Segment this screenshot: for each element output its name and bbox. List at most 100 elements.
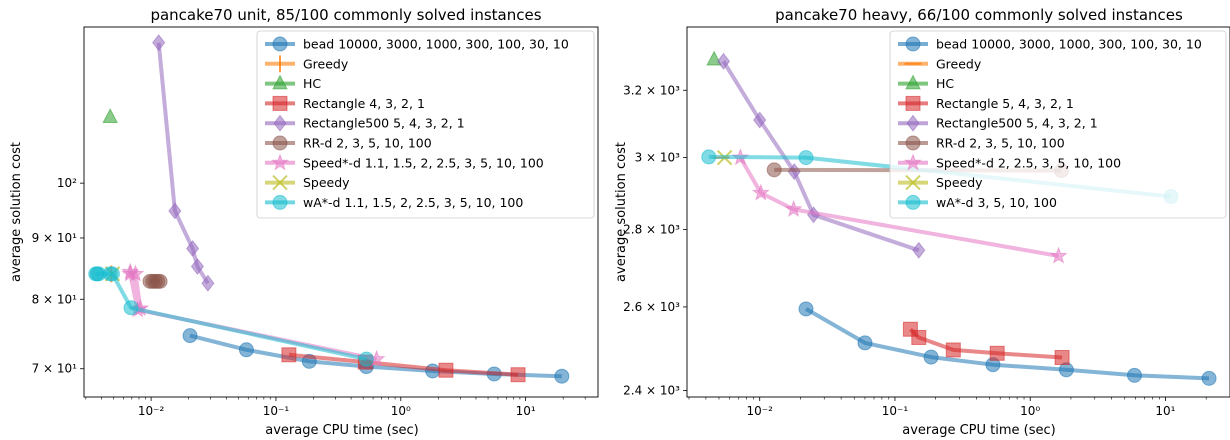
legend-label: HC xyxy=(936,76,954,91)
data-point xyxy=(272,74,288,90)
data-point xyxy=(201,274,215,292)
data-point xyxy=(182,328,198,344)
data-point xyxy=(273,114,287,132)
data-point xyxy=(912,241,926,259)
y-axis-label: average solution cost xyxy=(614,142,629,282)
data-point xyxy=(438,362,454,378)
legend-label: Speed*-d 1.1, 1.5, 2, 2.5, 3, 5, 10, 100 xyxy=(303,155,544,170)
legend-label: Rectangle 4, 3, 2, 1 xyxy=(303,96,425,111)
chart-title: pancake70 unit, 85/100 commonly solved i… xyxy=(150,6,541,24)
data-point xyxy=(1049,246,1068,264)
legend-label: RR-d 2, 3, 5, 10, 100 xyxy=(936,136,1065,151)
data-point xyxy=(238,342,254,358)
x-tick-label: 10⁻¹ xyxy=(263,404,290,418)
legend-label: RR-d 2, 3, 5, 10, 100 xyxy=(303,136,432,151)
x-tick-label: 10⁰ xyxy=(1020,404,1040,418)
data-point xyxy=(905,95,921,111)
data-point xyxy=(152,34,166,52)
data-point xyxy=(1201,370,1217,386)
data-point xyxy=(270,153,290,171)
data-point xyxy=(857,335,873,351)
plot-frame xyxy=(83,26,599,398)
data-point xyxy=(272,174,288,191)
legend-label: Greedy xyxy=(303,56,349,71)
x-tick-label: 10⁻¹ xyxy=(882,404,909,418)
data-point xyxy=(1126,367,1142,383)
legend-box xyxy=(256,30,595,219)
data-point xyxy=(190,257,205,276)
x-tick-label: 10⁰ xyxy=(391,404,411,418)
data-point xyxy=(906,114,920,132)
chart-title: pancake70 heavy, 66/100 commonly solved … xyxy=(775,6,1183,24)
data-point xyxy=(358,351,374,367)
x-tick-label: 10¹ xyxy=(516,404,536,418)
y-tick-label: 7 × 10¹ xyxy=(32,362,78,376)
x-tick-label: 10⁻² xyxy=(747,404,774,418)
y-axis-label: average solution cost xyxy=(9,142,24,282)
y-tick-label: 2.8 × 10³ xyxy=(623,223,680,237)
legend-label: Speedy xyxy=(303,175,350,190)
legend-label: bead 10000, 3000, 1000, 300, 100, 30, 10 xyxy=(936,37,1202,52)
series-0 xyxy=(798,301,1217,386)
data-point xyxy=(168,202,182,220)
y-tick-label: 3.2 × 10³ xyxy=(623,83,680,97)
legend-label: wA*-d 3, 5, 10, 100 xyxy=(936,195,1057,210)
y-tick-label: 9 × 10¹ xyxy=(32,231,78,245)
chart-panel-right: pancake70 heavy, 66/100 commonly solved … xyxy=(614,6,1230,438)
x-axis-label: average CPU time (sec) xyxy=(265,423,418,438)
data-point xyxy=(121,264,140,282)
legend-label: Rectangle500 5, 4, 3, 2, 1 xyxy=(303,116,465,131)
series-2 xyxy=(102,108,119,124)
y-tick-label: 3 × 10³ xyxy=(635,151,681,165)
data-point xyxy=(751,183,770,201)
x-tick-label: 10¹ xyxy=(1155,404,1175,418)
data-point xyxy=(903,153,923,171)
legend-label: HC xyxy=(303,76,321,91)
data-point xyxy=(923,349,939,365)
y-tick-label: 2.4 × 10³ xyxy=(623,383,680,397)
legend-label: wA*-d 1.1, 1.5, 2, 2.5, 3, 5, 10, 100 xyxy=(303,195,523,210)
plot-frame xyxy=(686,26,1230,398)
data-point xyxy=(905,174,921,191)
y-tick-label: 10² xyxy=(57,176,77,190)
series-line xyxy=(156,42,210,285)
data-point xyxy=(102,108,119,124)
legend-label: Speed*-d 2, 2.5, 3, 5, 10, 100 xyxy=(936,155,1121,170)
series-5 xyxy=(142,273,168,289)
data-point xyxy=(272,194,288,210)
series-line xyxy=(288,352,519,377)
legend: bead 10000, 3000, 1000, 300, 100, 30, 10… xyxy=(256,30,595,219)
data-point xyxy=(186,239,200,258)
data-point xyxy=(701,149,717,165)
data-point xyxy=(905,135,921,151)
y-tick-label: 8 × 10¹ xyxy=(32,292,78,306)
legend-label: Rectangle 5, 4, 3, 2, 1 xyxy=(936,96,1074,111)
y-tick-label: 2.6 × 10³ xyxy=(623,300,680,314)
data-point xyxy=(272,135,288,151)
legend-label: Rectangle500 5, 4, 3, 2, 1 xyxy=(936,116,1098,131)
data-point xyxy=(798,301,814,317)
data-point xyxy=(554,368,570,384)
data-point xyxy=(123,300,139,316)
legend-label: Greedy xyxy=(936,56,982,71)
data-point xyxy=(281,347,297,363)
data-point xyxy=(152,273,168,289)
data-point xyxy=(510,367,526,383)
data-point xyxy=(753,111,767,129)
data-point xyxy=(104,266,120,282)
data-point xyxy=(766,162,782,178)
data-point xyxy=(905,74,921,90)
data-point xyxy=(784,199,803,217)
x-axis-label: average CPU time (sec) xyxy=(902,423,1055,438)
data-point xyxy=(945,342,961,358)
legend-label: bead 10000, 3000, 1000, 300, 100, 30, 10 xyxy=(303,37,569,52)
legend: bead 10000, 3000, 1000, 300, 100, 30, 10… xyxy=(889,30,1227,219)
legend-label: Speedy xyxy=(936,175,983,190)
data-point xyxy=(272,36,288,52)
series-3 xyxy=(902,321,1070,366)
data-point xyxy=(911,329,927,345)
series-line xyxy=(738,156,1059,258)
data-point xyxy=(272,95,288,111)
legend-box xyxy=(889,30,1227,219)
